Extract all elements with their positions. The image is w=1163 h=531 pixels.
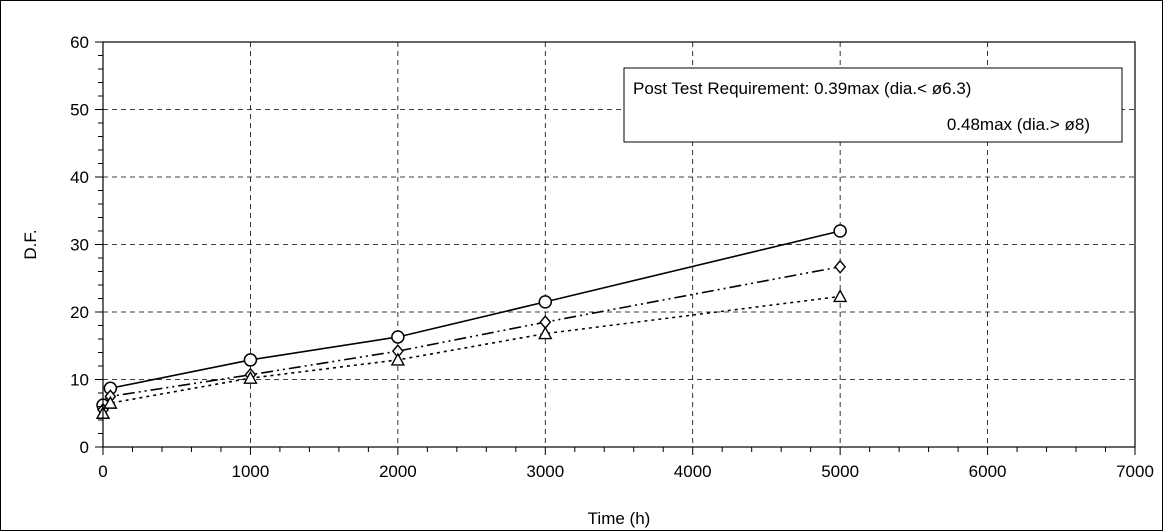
requirement-note-box: Post Test Requirement: 0.39max (dia.< ø6…: [623, 67, 1123, 143]
triangle-marker: [103, 395, 118, 409]
x-tick-label: 0: [98, 462, 107, 481]
series-triangle-line: [102, 295, 841, 414]
series-circle-line: [102, 230, 841, 406]
triangle-marker: [538, 326, 553, 340]
requirement-note-line-1: Post Test Requirement: 0.39max (dia.< ø6…: [633, 79, 971, 98]
axis-ticks: [95, 41, 1136, 455]
diamond-marker: [834, 259, 847, 274]
x-tick-label: 2000: [379, 462, 417, 481]
x-tick-label: 5000: [821, 462, 859, 481]
y-tick-label: 60: [70, 33, 89, 52]
y-tick-label: 10: [70, 371, 89, 390]
requirement-note-border: [623, 67, 1123, 143]
tick-labels: 0 1000 2000 3000 4000 5000 6000 7000 0 10 20 30 40 50…: [70, 33, 1154, 481]
circle-marker: [538, 295, 553, 309]
y-tick-label: 30: [70, 236, 89, 255]
x-tick-label: 4000: [674, 462, 712, 481]
y-tick-label: 0: [80, 438, 89, 457]
series-lines: [102, 230, 841, 414]
series-diamond-line: [102, 265, 841, 411]
y-tick-label: 50: [70, 101, 89, 120]
y-axis-title: D.F.: [21, 229, 40, 259]
data-markers: [95, 224, 848, 419]
x-tick-label: 6000: [969, 462, 1007, 481]
triangle-marker: [832, 289, 848, 303]
circle-marker: [243, 353, 258, 367]
x-tick-label: 3000: [526, 462, 564, 481]
y-tick-label: 40: [70, 168, 89, 187]
x-tick-label: 7000: [1116, 462, 1154, 481]
triangle-marker: [390, 352, 406, 366]
circle-marker: [391, 330, 405, 344]
requirement-note-line-2: 0.48max (dia.> ø8): [947, 115, 1090, 134]
x-axis-title: Time (h): [588, 509, 651, 528]
y-tick-label: 20: [70, 303, 89, 322]
circle-marker: [833, 224, 847, 238]
triangle-marker: [243, 370, 258, 384]
x-tick-label: 1000: [232, 462, 270, 481]
